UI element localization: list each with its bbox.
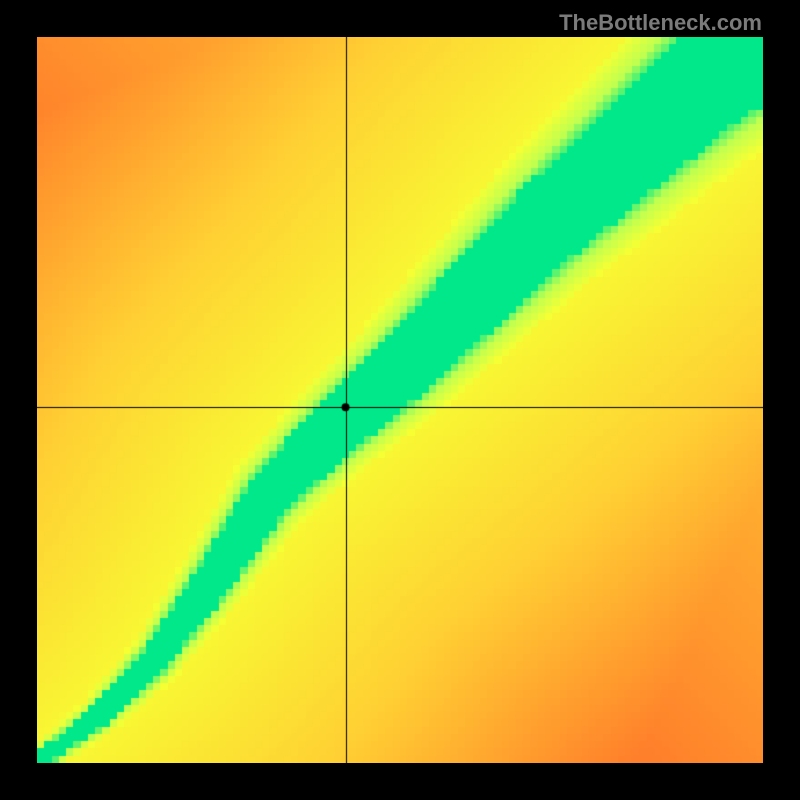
heatmap-canvas xyxy=(37,37,763,763)
chart-container: TheBottleneck.com xyxy=(0,0,800,800)
watermark-text: TheBottleneck.com xyxy=(559,10,762,36)
